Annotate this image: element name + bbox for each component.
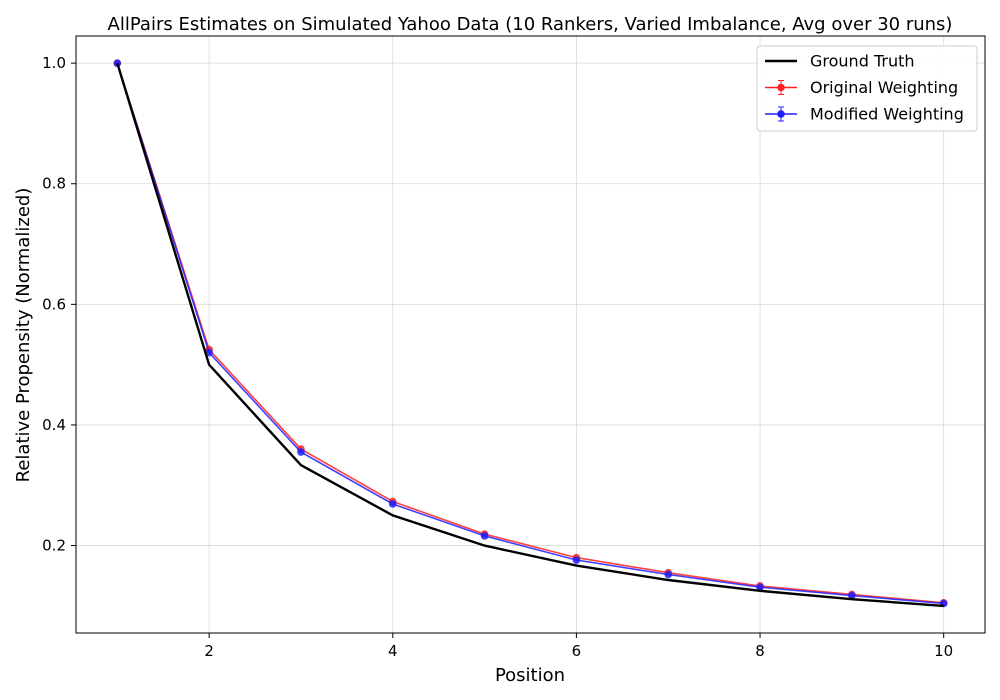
- modified-weighting-legend-label: Modified Weighting: [810, 105, 964, 124]
- original-weighting-legend-label: Original Weighting: [810, 78, 958, 97]
- modified-weighting-point: [756, 583, 764, 591]
- y-tick-label: 0.6: [42, 295, 66, 313]
- ground-truth-line: [116, 62, 944, 608]
- x-tick-label: 2: [204, 642, 214, 660]
- x-tick-label: 8: [755, 642, 765, 660]
- modified-weighting-point: [848, 591, 856, 600]
- modified-weighting-point: [480, 532, 489, 540]
- modified-weighting-point: [297, 448, 305, 456]
- ground-truth-legend-label: Ground Truth: [810, 52, 915, 71]
- chart-title: AllPairs Estimates on Simulated Yahoo Da…: [108, 14, 953, 35]
- modified-weighting-point: [664, 570, 673, 579]
- y-tick-label: 0.8: [42, 175, 66, 193]
- x-tick-label: 10: [934, 642, 953, 660]
- modified-weighting-point: [572, 556, 581, 564]
- series-layer: [113, 59, 948, 608]
- ticks: 2 4 6 8 10 0.2 0.4 0.6 0.8 1.0: [42, 54, 953, 660]
- legend: Ground Truth Original Weighting Modified W…: [756, 45, 978, 132]
- x-axis-label: Position: [495, 665, 565, 686]
- original-weighting-line: [116, 62, 944, 604]
- legend-box: [756, 45, 978, 132]
- y-tick-label: 0.4: [42, 416, 66, 434]
- x-tick-label: 4: [388, 642, 398, 660]
- modified-weighting-point: [388, 500, 397, 508]
- plot-frame: [75, 35, 986, 634]
- x-tick-label: 6: [572, 642, 582, 660]
- modified-weighting-line: [116, 62, 944, 605]
- y-tick-label: 0.2: [42, 537, 66, 555]
- y-tick-label: 1.0: [42, 54, 66, 72]
- y-axis-label: Relative Propensity (Normalized): [13, 188, 34, 483]
